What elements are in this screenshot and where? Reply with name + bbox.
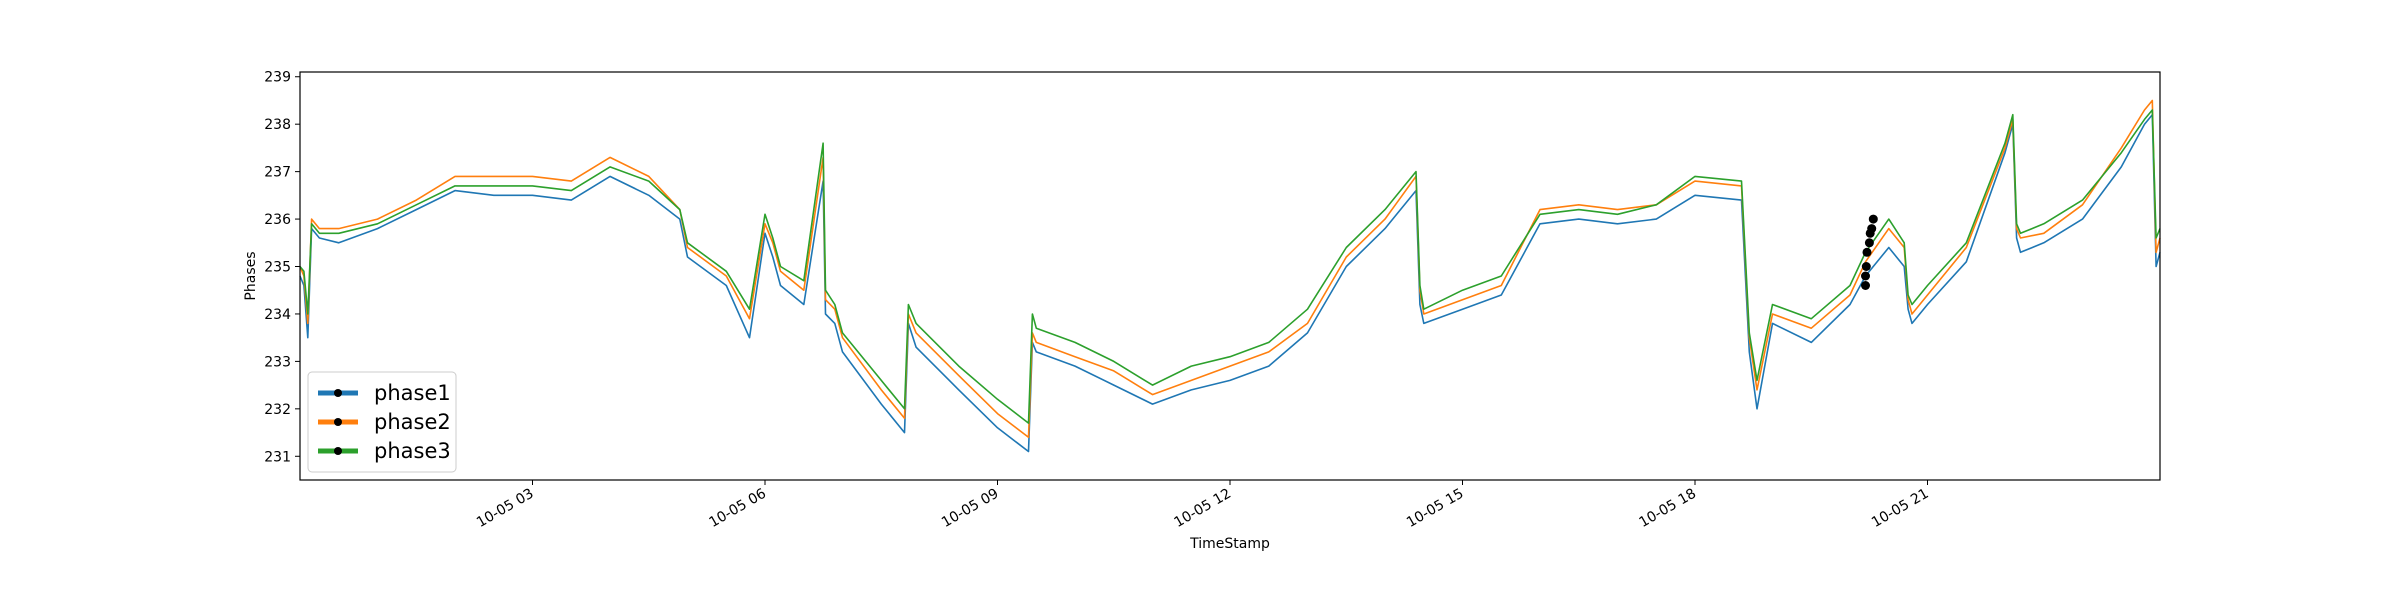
y-tick-label: 237 [264, 165, 291, 181]
y-axis-label: Phases [243, 251, 259, 300]
y-tick-label: 233 [264, 354, 291, 370]
legend: phase1 phase2 phase3 [307, 371, 457, 473]
y-tick-label: 238 [264, 117, 291, 133]
marker-point [1867, 224, 1877, 234]
series-layer [299, 99, 2161, 453]
series-line-phase2 [299, 99, 2161, 439]
marker-point [1864, 238, 1874, 248]
marker-point [1861, 281, 1870, 290]
legend-label-phase2: phase2 [374, 410, 451, 434]
legend-box [307, 371, 457, 473]
y-tick-label: 235 [264, 260, 291, 276]
legend-entries: phase1 phase2 phase3 [318, 381, 451, 463]
y-tick-label: 231 [264, 449, 291, 465]
legend-label-phase1: phase1 [374, 381, 451, 405]
marker-point [1861, 271, 1870, 281]
marker-point [1862, 247, 1872, 257]
series-line-phase1 [299, 113, 2161, 453]
marker-point [1861, 262, 1871, 271]
legend-marker-phase1 [334, 389, 342, 397]
y-tick-label: 232 [264, 402, 291, 418]
legend-label-phase3: phase3 [374, 439, 451, 463]
y-axis: 231 232 233 234 235 236 237 238 239 [264, 70, 300, 465]
y-tick-label: 239 [264, 70, 291, 86]
legend-marker-phase2 [334, 418, 342, 426]
y-tick-label: 236 [264, 212, 291, 228]
marker-point [1868, 214, 1878, 224]
marker-layer [1861, 214, 1878, 290]
x-axis-label: TimeStamp [1189, 536, 1270, 552]
series-line-phase3 [299, 109, 2161, 424]
legend-marker-phase3 [334, 447, 342, 455]
y-tick-label: 234 [264, 307, 291, 323]
